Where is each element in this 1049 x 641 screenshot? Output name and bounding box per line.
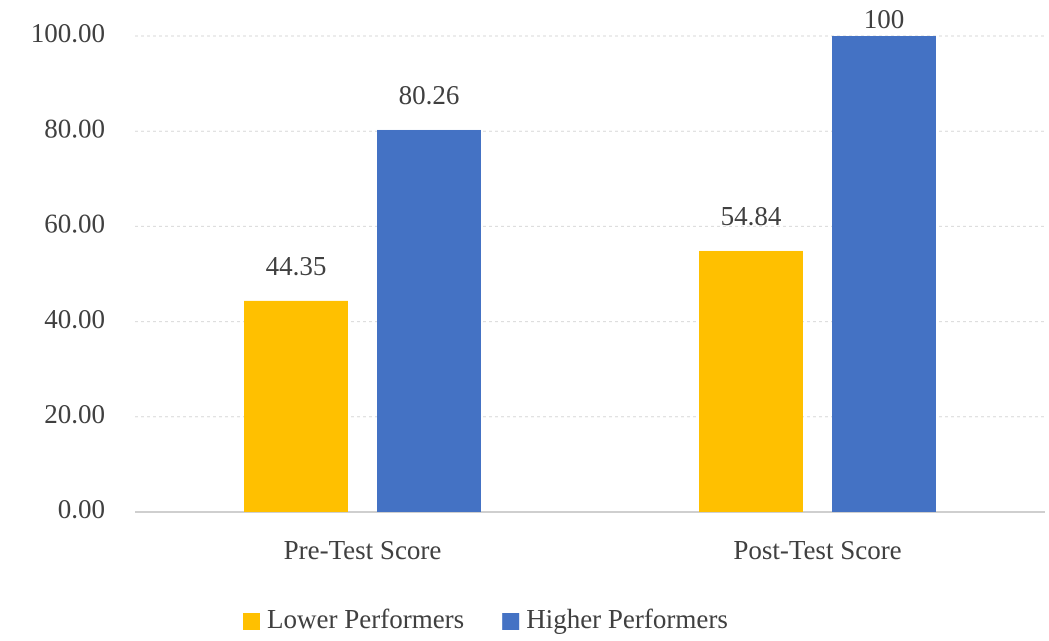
data-label: 80.26 [399,80,460,110]
bar [832,36,936,512]
x-tick-label: Pre-Test Score [284,535,442,565]
data-label: 54.84 [721,201,782,231]
bar [377,129,481,512]
legend-label: Lower Performers [267,604,464,634]
legend-swatch [243,613,260,630]
legend-swatch [502,613,520,630]
bar [699,250,803,512]
y-tick-label: 60.00 [44,209,105,239]
bar [244,300,348,512]
x-tick-label: Post-Test Score [733,535,901,565]
y-tick-label: 40.00 [44,304,105,334]
y-tick-label: 100.00 [31,18,105,48]
legend-label: Higher Performers [526,604,728,634]
y-tick-label: 20.00 [44,399,105,429]
y-tick-label: 80.00 [44,113,105,143]
y-tick-label: 0.00 [58,494,105,524]
data-label: 100 [864,4,905,34]
data-label: 44.35 [266,251,327,281]
